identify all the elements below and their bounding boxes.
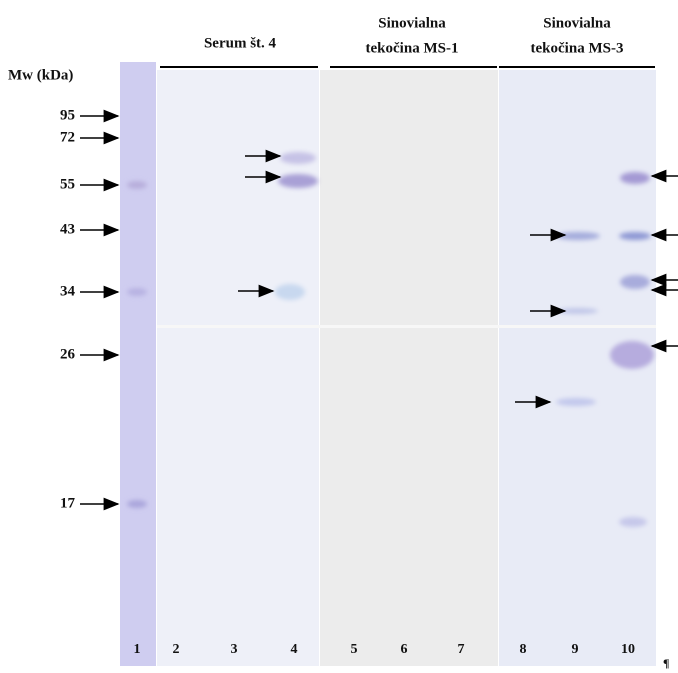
group-label: Sinovialna	[378, 15, 446, 31]
lane-number: 10	[621, 642, 635, 657]
axis-label: Mw (kDa)	[8, 67, 73, 83]
lane-number: 9	[572, 642, 579, 657]
pilcrow: ¶	[663, 656, 669, 670]
group-label: Sinovialna	[543, 15, 611, 31]
marker-label: 26	[60, 346, 76, 362]
lane-number: 2	[173, 642, 180, 657]
marker-label: 43	[60, 221, 75, 237]
lane-number: 3	[231, 642, 238, 657]
lane-number: 6	[401, 642, 408, 657]
lane-number: 1	[134, 642, 141, 657]
group-label: Serum št. 4	[204, 35, 277, 51]
marker-label: 17	[60, 495, 76, 511]
marker-label: 55	[60, 176, 75, 192]
marker-label: 95	[60, 107, 75, 123]
membranes	[120, 62, 656, 666]
lane-number: 4	[291, 642, 298, 657]
marker-label: 34	[60, 283, 76, 299]
lane-number: 5	[351, 642, 358, 657]
group-label: tekočina MS-3	[531, 40, 624, 56]
group-label: tekočina MS-1	[366, 40, 459, 56]
lane-number: 7	[458, 642, 465, 657]
blot-figure: Mw (kDa) ¶ 95725543342617Serum št. 4Sino…	[0, 0, 678, 673]
marker-label: 72	[60, 129, 75, 145]
lane-number: 8	[520, 642, 527, 657]
